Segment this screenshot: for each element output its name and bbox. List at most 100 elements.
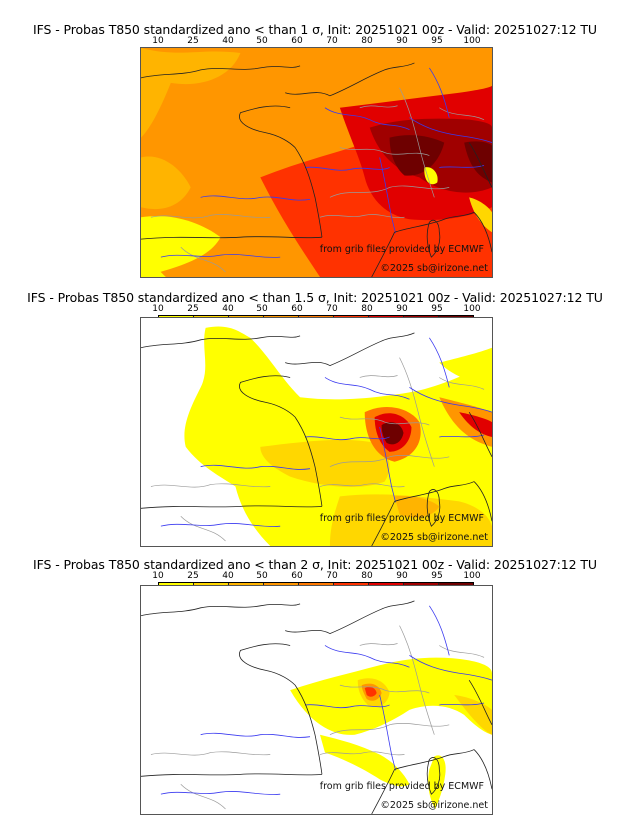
admin-border xyxy=(339,416,430,426)
coastline xyxy=(294,684,323,775)
river xyxy=(379,694,396,771)
admin-border xyxy=(329,455,450,468)
river xyxy=(324,377,410,400)
admin-border xyxy=(180,246,226,273)
admin-border xyxy=(359,375,398,378)
admin-border xyxy=(150,214,271,219)
river xyxy=(439,165,485,168)
admin-border xyxy=(339,147,430,156)
coastline xyxy=(473,481,492,522)
colorbar-tick-label: 10 xyxy=(152,571,164,581)
admin-border xyxy=(399,87,435,198)
copyright-credit: ©2025 sb@irizone.net xyxy=(380,800,488,811)
colorbar-tick-label: 25 xyxy=(187,36,199,46)
coastline xyxy=(285,332,415,367)
colorbar-tick-label: 70 xyxy=(326,36,338,46)
river xyxy=(200,464,311,470)
probability-area xyxy=(290,657,492,735)
coastline xyxy=(394,481,475,502)
colorbar-tick-label: 80 xyxy=(361,571,373,581)
probability-area xyxy=(439,397,492,447)
colorbar-tick-label: 25 xyxy=(187,304,199,314)
coastline xyxy=(141,335,301,349)
source-credit: from grib files provided by ECMWF xyxy=(319,513,484,524)
admin-border xyxy=(339,684,430,694)
coastline xyxy=(141,603,301,617)
probability-area xyxy=(439,347,492,388)
probability-area xyxy=(424,167,438,185)
river xyxy=(429,337,450,388)
river xyxy=(429,605,450,656)
river xyxy=(409,117,492,143)
river xyxy=(324,107,410,131)
admin-border xyxy=(439,377,485,390)
admin-border xyxy=(150,483,271,488)
river xyxy=(200,732,311,738)
colorbar-tick-label: 40 xyxy=(222,304,234,314)
coastline xyxy=(468,142,492,188)
coastline xyxy=(239,375,296,418)
coastline xyxy=(371,501,395,546)
colorbar-tick-label: 70 xyxy=(326,571,338,581)
probability-area xyxy=(141,215,221,277)
admin-border xyxy=(359,105,398,109)
map-canvas xyxy=(141,48,492,277)
river xyxy=(160,523,281,527)
probability-area xyxy=(394,495,440,518)
river xyxy=(379,426,396,503)
coastline xyxy=(239,643,296,686)
admin-border xyxy=(399,357,435,467)
admin-border xyxy=(180,516,226,542)
colorbar-tick-label: 95 xyxy=(431,571,443,581)
probability-area xyxy=(364,686,377,697)
colorbar-tick-label: 50 xyxy=(256,304,268,314)
map-canvas xyxy=(141,586,492,814)
corsica-coastline xyxy=(426,489,441,527)
corsica-coastline xyxy=(426,219,441,258)
river xyxy=(439,434,485,438)
colorbar-tick-label: 40 xyxy=(222,571,234,581)
corsica-coastline xyxy=(426,757,441,795)
coastline xyxy=(141,236,323,240)
admin-border xyxy=(399,625,435,735)
admin-border xyxy=(329,723,450,736)
river xyxy=(160,254,281,258)
panel-title: IFS - Probas T850 standardized ano < tha… xyxy=(33,557,597,572)
coastline xyxy=(394,749,475,770)
colorbar-tick-label: 100 xyxy=(463,304,481,314)
coastline xyxy=(141,773,323,777)
coastline xyxy=(294,147,323,238)
probability-area xyxy=(141,156,191,210)
colorbar-tick-label: 100 xyxy=(463,36,481,46)
river xyxy=(305,704,390,709)
admin-border xyxy=(329,185,450,198)
admin-border xyxy=(319,751,405,756)
river xyxy=(160,791,281,795)
river xyxy=(200,195,311,201)
panel-title: IFS - Probas T850 standardized ano < tha… xyxy=(33,22,597,37)
river xyxy=(409,387,492,413)
river xyxy=(439,702,485,706)
admin-border xyxy=(319,483,405,488)
colorbar-tick-label: 10 xyxy=(152,36,164,46)
coastline xyxy=(473,212,492,253)
river xyxy=(305,436,390,441)
colorbar-tick-label: 60 xyxy=(291,571,303,581)
river xyxy=(305,166,390,171)
colorbar-tick-label: 95 xyxy=(431,36,443,46)
admin-border xyxy=(150,751,271,756)
probability-area xyxy=(141,257,166,277)
coastline xyxy=(239,105,296,148)
probability-area xyxy=(428,755,446,810)
admin-border xyxy=(439,645,485,658)
probability-area xyxy=(469,197,492,233)
coastline xyxy=(394,211,475,233)
probability-area xyxy=(381,422,404,445)
colorbar-tick-label: 25 xyxy=(187,571,199,581)
river xyxy=(409,655,492,681)
colorbar-ticks: 10 25 40 50 60 70 80 90 95 100 xyxy=(141,36,496,46)
probability-map: from grib files provided by ECMWF ©2025 … xyxy=(140,585,493,815)
colorbar-tick-label: 10 xyxy=(152,304,164,314)
copyright-credit: ©2025 sb@irizone.net xyxy=(380,263,488,274)
map-canvas xyxy=(141,318,492,546)
